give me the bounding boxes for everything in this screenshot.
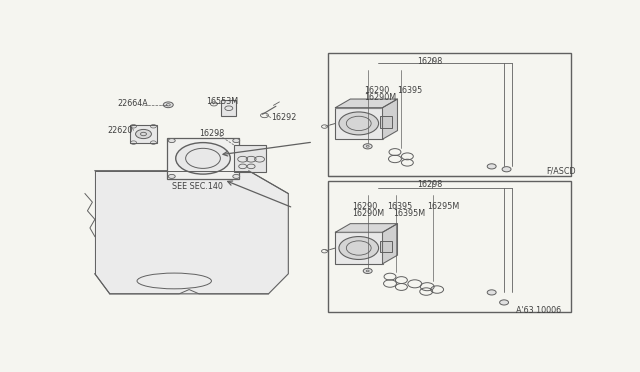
Bar	[328, 181, 571, 312]
Circle shape	[168, 174, 175, 179]
Bar	[335, 108, 383, 139]
Bar	[328, 53, 571, 176]
Bar	[234, 145, 266, 172]
Bar	[167, 138, 239, 179]
Text: 16395M: 16395M	[394, 209, 426, 218]
Circle shape	[233, 174, 240, 179]
Bar	[380, 241, 392, 252]
Circle shape	[364, 268, 372, 273]
Polygon shape	[335, 99, 397, 108]
Text: 16292: 16292	[271, 113, 296, 122]
Bar	[129, 125, 157, 144]
Circle shape	[168, 139, 175, 142]
Circle shape	[176, 142, 230, 174]
Text: 16290M: 16290M	[364, 93, 396, 102]
Text: 22620: 22620	[108, 126, 132, 135]
Text: 16298: 16298	[199, 129, 224, 138]
Circle shape	[364, 144, 372, 149]
Circle shape	[339, 237, 379, 260]
Text: A'63 10006: A'63 10006	[516, 306, 562, 315]
Polygon shape	[95, 171, 288, 294]
Text: F/ASCD: F/ASCD	[547, 166, 576, 175]
Circle shape	[487, 290, 496, 295]
Text: 16295M: 16295M	[428, 202, 460, 211]
Bar	[221, 100, 236, 116]
Circle shape	[487, 164, 496, 169]
Text: 16298: 16298	[417, 57, 442, 66]
Text: 22664A: 22664A	[117, 99, 148, 108]
Text: 16298: 16298	[417, 180, 442, 189]
Text: 16395: 16395	[388, 202, 413, 211]
Circle shape	[502, 167, 511, 172]
Polygon shape	[335, 224, 397, 232]
Bar	[335, 232, 383, 264]
Text: 16553M: 16553M	[207, 97, 239, 106]
Bar	[380, 116, 392, 128]
Circle shape	[233, 139, 240, 142]
Polygon shape	[383, 99, 397, 139]
Text: 16290: 16290	[352, 202, 377, 211]
Circle shape	[500, 300, 509, 305]
Circle shape	[136, 129, 152, 139]
Text: 16395: 16395	[397, 86, 422, 95]
Text: 16290: 16290	[364, 86, 389, 95]
Text: 16290M: 16290M	[352, 209, 384, 218]
Text: SEE SEC.140: SEE SEC.140	[172, 182, 223, 191]
Circle shape	[339, 112, 379, 135]
Circle shape	[163, 102, 173, 108]
Polygon shape	[383, 224, 397, 264]
